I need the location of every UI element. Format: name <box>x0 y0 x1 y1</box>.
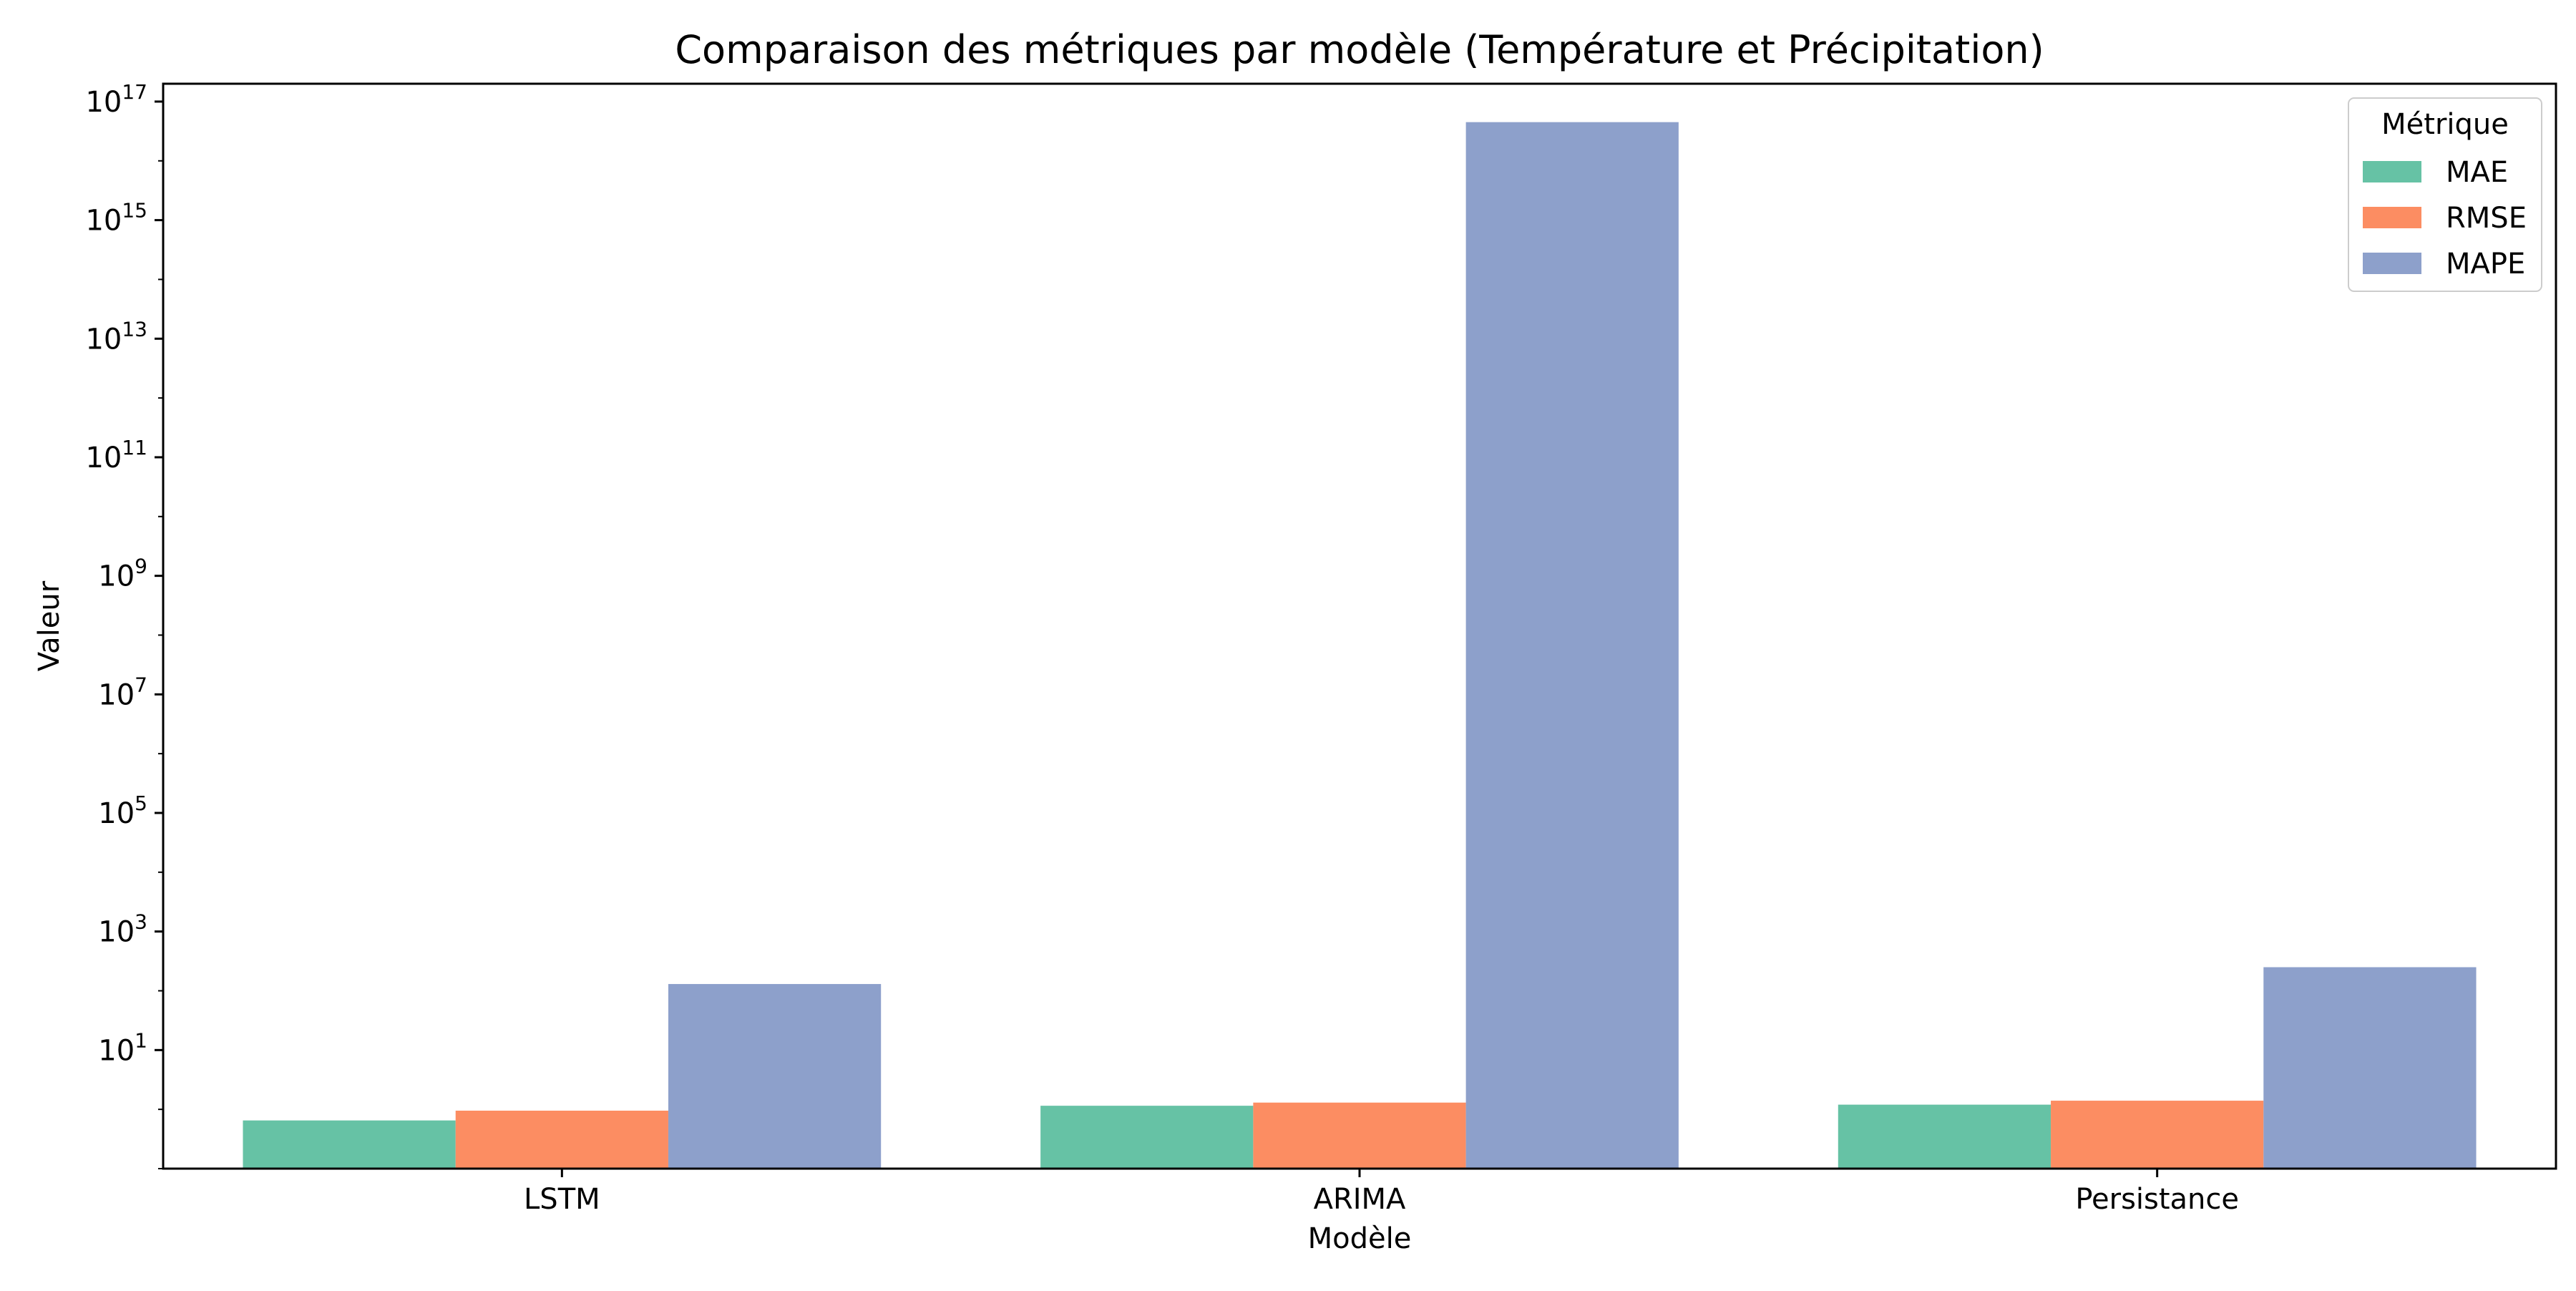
legend-swatch-rmse <box>2363 207 2421 228</box>
bar-mae-persistance <box>1838 1104 2051 1169</box>
legend: Métrique MAE RMSE MAPE <box>2348 97 2542 292</box>
x-tick-label: ARIMA <box>1314 1183 1406 1216</box>
y-tick-label: 105 <box>98 791 147 830</box>
x-tick-label: LSTM <box>524 1183 600 1216</box>
bar-mape-persistance <box>2263 967 2477 1169</box>
bar-rmse-lstm <box>455 1111 668 1169</box>
chart-title: Comparaison des métriques par modèle (Te… <box>675 27 2044 72</box>
legend-swatch-mape <box>2363 253 2421 274</box>
y-axis-label: Valeur <box>33 580 66 671</box>
legend-swatch-mae <box>2363 161 2421 182</box>
x-axis-label: Modèle <box>1308 1222 1412 1255</box>
y-tick-label: 107 <box>98 673 147 711</box>
y-tick-label: 101 <box>98 1028 147 1067</box>
bar-mae-lstm <box>243 1120 456 1169</box>
legend-label-rmse: RMSE <box>2446 202 2527 235</box>
bar-mape-arima <box>1465 122 1679 1169</box>
y-tick-label: 1011 <box>85 436 147 474</box>
legend-label-mape: MAPE <box>2446 248 2525 281</box>
y-tick-label: 103 <box>98 910 147 949</box>
bars-group <box>243 122 2477 1169</box>
legend-label-mae: MAE <box>2446 156 2508 189</box>
y-tick-label: 109 <box>98 555 147 593</box>
bar-rmse-persistance <box>2051 1101 2264 1169</box>
x-tick-label: Persistance <box>2075 1183 2239 1216</box>
bar-mape-lstm <box>668 984 882 1169</box>
y-tick-label: 1015 <box>85 199 147 238</box>
bar-rmse-arima <box>1253 1102 1466 1169</box>
x-axis-ticks: LSTM ARIMA Persistance <box>524 1169 2239 1216</box>
y-tick-label: 1017 <box>85 80 147 119</box>
legend-frame <box>2348 97 2542 292</box>
y-axis-ticks: 101 103 105 107 109 1011 1013 1015 1017 <box>85 80 163 1169</box>
y-tick-label: 1013 <box>85 317 147 356</box>
bar-mae-arima <box>1040 1106 1254 1169</box>
legend-title: Métrique <box>2381 108 2509 141</box>
plot-area-frame <box>162 82 2557 1170</box>
